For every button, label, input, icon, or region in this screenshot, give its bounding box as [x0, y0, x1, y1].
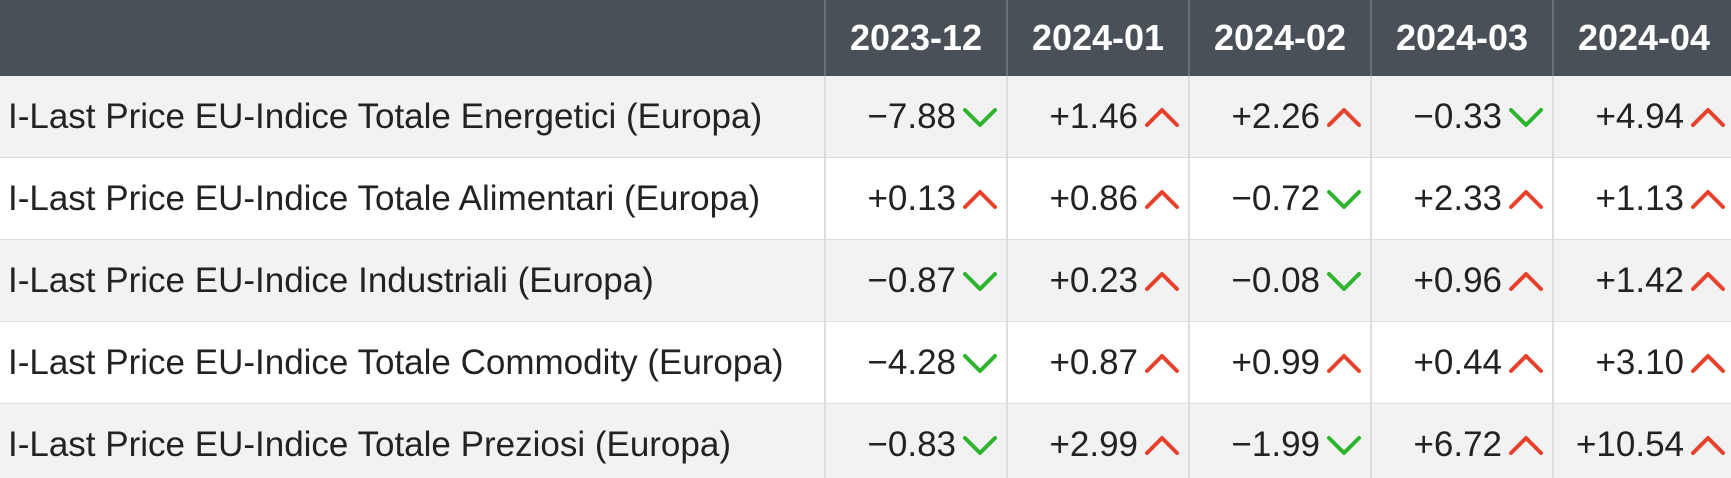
change-value: +0.23	[1049, 261, 1138, 300]
table-row: I-Last Price EU-Indice Industriali (Euro…	[0, 240, 1731, 322]
value-cell: −0.72	[1188, 158, 1370, 240]
value-cell: −0.33	[1370, 76, 1552, 158]
column-header: 2024-01	[1006, 0, 1188, 76]
change-value: −0.72	[1231, 179, 1320, 218]
arrow-down-icon	[1326, 186, 1362, 212]
value-cell: +0.96	[1370, 240, 1552, 322]
value-cell: +0.44	[1370, 322, 1552, 404]
change-value: +0.96	[1413, 261, 1502, 300]
arrow-up-icon	[1508, 432, 1544, 458]
change-value: +1.13	[1595, 179, 1684, 218]
row-label: I-Last Price EU-Indice Totale Alimentari…	[8, 179, 761, 218]
arrow-up-icon	[1690, 350, 1726, 376]
value-cell: +0.86	[1006, 158, 1188, 240]
arrow-up-icon	[1690, 268, 1726, 294]
change-value: +2.26	[1231, 97, 1320, 136]
change-value: +4.94	[1595, 97, 1684, 136]
change-value: +0.87	[1049, 343, 1138, 382]
change-value: −0.87	[867, 261, 956, 300]
arrow-up-icon	[1144, 268, 1180, 294]
arrow-up-icon	[1144, 186, 1180, 212]
value-cell: +0.87	[1006, 322, 1188, 404]
change-value: +0.13	[867, 179, 956, 218]
value-cell: −7.88	[824, 76, 1006, 158]
arrow-up-icon	[1690, 104, 1726, 130]
value-cell: +1.46	[1006, 76, 1188, 158]
arrow-up-icon	[1690, 432, 1726, 458]
arrow-up-icon	[1326, 104, 1362, 130]
arrow-up-icon	[1690, 186, 1726, 212]
value-cell: +10.54	[1552, 404, 1731, 478]
arrow-down-icon	[962, 350, 998, 376]
arrow-up-icon	[1144, 104, 1180, 130]
change-value: +0.99	[1231, 343, 1320, 382]
change-value: −0.33	[1413, 97, 1502, 136]
arrow-down-icon	[1326, 432, 1362, 458]
change-value: +1.42	[1595, 261, 1684, 300]
column-header: 2024-02	[1188, 0, 1370, 76]
change-value: −0.08	[1231, 261, 1320, 300]
value-cell: +6.72	[1370, 404, 1552, 478]
change-value: +0.44	[1413, 343, 1502, 382]
row-label: I-Last Price EU-Indice Totale Energetici…	[8, 97, 763, 136]
value-cell: +4.94	[1552, 76, 1731, 158]
value-cell: +0.23	[1006, 240, 1188, 322]
value-cell: −0.87	[824, 240, 1006, 322]
arrow-up-icon	[1144, 350, 1180, 376]
arrow-up-icon	[1508, 268, 1544, 294]
change-value: +2.99	[1049, 425, 1138, 464]
change-value: −7.88	[867, 97, 956, 136]
change-value: −1.99	[1231, 425, 1320, 464]
arrow-up-icon	[1508, 350, 1544, 376]
arrow-down-icon	[962, 104, 998, 130]
arrow-up-icon	[1144, 432, 1180, 458]
arrow-up-icon	[962, 186, 998, 212]
change-value: +10.54	[1575, 425, 1684, 464]
row-label: I-Last Price EU-Indice Industriali (Euro…	[8, 261, 654, 300]
arrow-up-icon	[1508, 186, 1544, 212]
change-value: +3.10	[1595, 343, 1684, 382]
column-header: 2023-12	[824, 0, 1006, 76]
value-cell: −0.08	[1188, 240, 1370, 322]
table-row: I-Last Price EU-Indice Totale Preziosi (…	[0, 404, 1731, 478]
value-cell: +0.99	[1188, 322, 1370, 404]
row-label: I-Last Price EU-Indice Totale Preziosi (…	[8, 425, 731, 464]
column-header: 2024-04	[1552, 0, 1731, 76]
table-header: 2023-12 2024-01 2024-02 2024-03 2024-04	[0, 0, 1731, 76]
arrow-down-icon	[962, 268, 998, 294]
value-cell: +2.99	[1006, 404, 1188, 478]
change-value: −4.28	[867, 343, 956, 382]
arrow-down-icon	[1508, 104, 1544, 130]
change-value: +1.46	[1049, 97, 1138, 136]
value-cell: +3.10	[1552, 322, 1731, 404]
value-cell: +1.42	[1552, 240, 1731, 322]
arrow-up-icon	[1326, 350, 1362, 376]
arrow-down-icon	[962, 432, 998, 458]
change-value: +0.86	[1049, 179, 1138, 218]
change-value: +6.72	[1413, 425, 1502, 464]
value-cell: +0.13	[824, 158, 1006, 240]
change-value: +2.33	[1413, 179, 1502, 218]
change-value: −0.83	[867, 425, 956, 464]
row-label: I-Last Price EU-Indice Totale Commodity …	[8, 343, 784, 382]
column-header: 2024-03	[1370, 0, 1552, 76]
value-cell: −4.28	[824, 322, 1006, 404]
value-cell: −1.99	[1188, 404, 1370, 478]
value-cell: +2.33	[1370, 158, 1552, 240]
value-cell: +2.26	[1188, 76, 1370, 158]
value-cell: −0.83	[824, 404, 1006, 478]
table-row: I-Last Price EU-Indice Totale Commodity …	[0, 322, 1731, 404]
table-row: I-Last Price EU-Indice Totale Alimentari…	[0, 158, 1731, 240]
value-cell: +1.13	[1552, 158, 1731, 240]
arrow-down-icon	[1326, 268, 1362, 294]
table-row: I-Last Price EU-Indice Totale Energetici…	[0, 76, 1731, 158]
